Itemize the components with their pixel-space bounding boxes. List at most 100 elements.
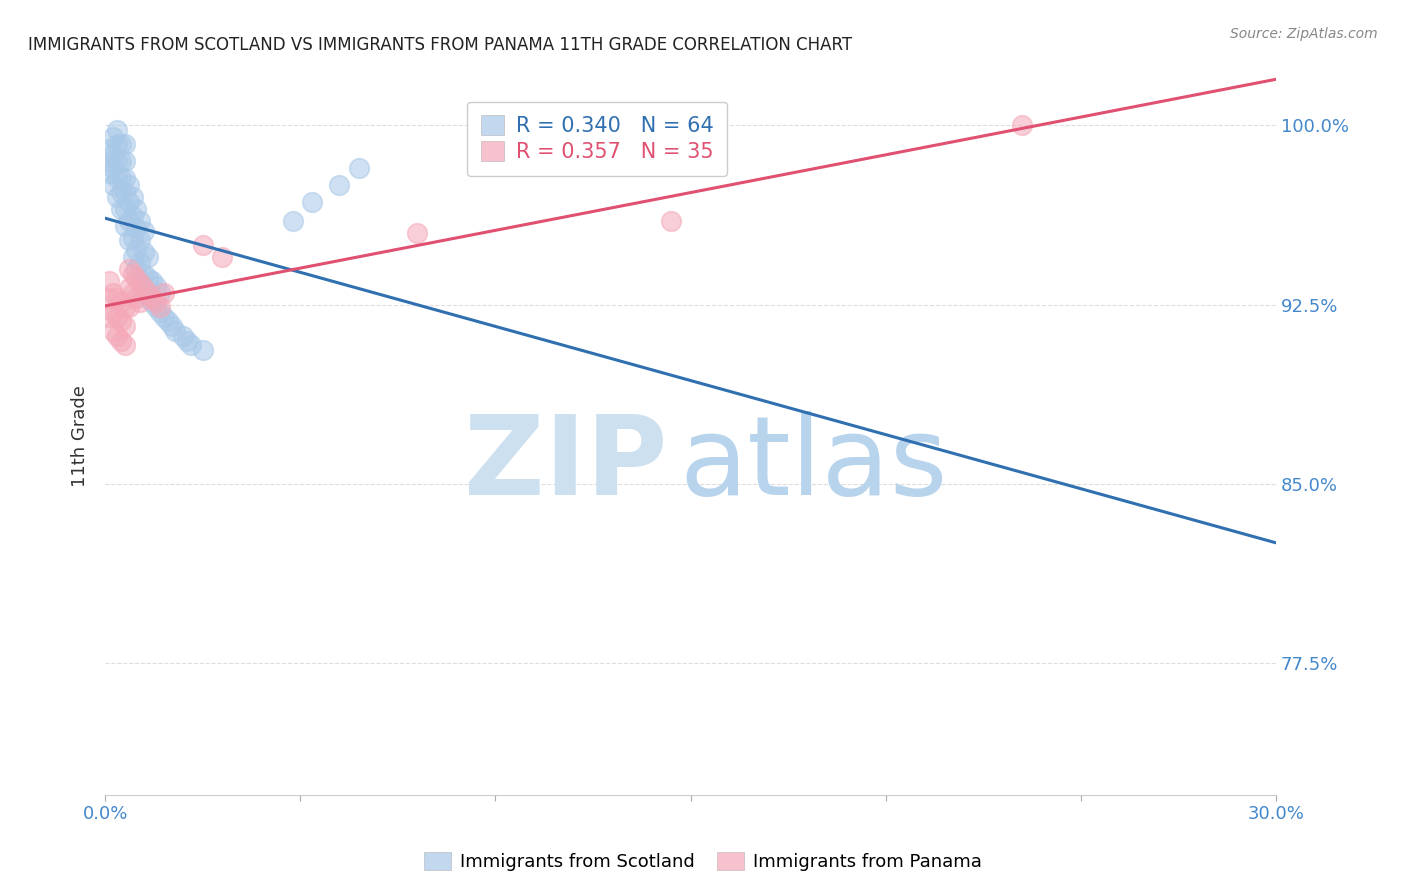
Point	[136, 285, 159, 300]
Point	[117, 178, 139, 192]
Point	[114, 170, 136, 185]
Point	[406, 226, 429, 240]
Point	[98, 310, 121, 324]
Point	[134, 267, 156, 281]
Point	[105, 154, 128, 169]
Point	[152, 310, 174, 324]
Point	[114, 300, 136, 314]
Point	[117, 194, 139, 209]
Point	[105, 310, 128, 324]
Point	[105, 328, 128, 343]
Point	[134, 281, 156, 295]
Point	[125, 243, 148, 257]
Point	[129, 214, 152, 228]
Point	[114, 202, 136, 216]
Point	[98, 274, 121, 288]
Point	[134, 285, 156, 300]
Point	[117, 300, 139, 314]
Point	[114, 137, 136, 152]
Point	[110, 202, 132, 216]
Point	[160, 319, 183, 334]
Point	[152, 285, 174, 300]
Point	[114, 319, 136, 334]
Text: IMMIGRANTS FROM SCOTLAND VS IMMIGRANTS FROM PANAMA 11TH GRADE CORRELATION CHART: IMMIGRANTS FROM SCOTLAND VS IMMIGRANTS F…	[28, 36, 852, 54]
Point	[117, 281, 139, 295]
Point	[134, 223, 156, 237]
Point	[110, 314, 132, 328]
Point	[121, 190, 143, 204]
Point	[105, 170, 128, 185]
Point	[129, 276, 152, 290]
Point	[165, 324, 187, 338]
Point	[347, 161, 370, 176]
Point	[125, 261, 148, 276]
Point	[121, 209, 143, 223]
Point	[105, 123, 128, 137]
Point	[121, 285, 143, 300]
Point	[110, 334, 132, 348]
Point	[136, 291, 159, 305]
Point	[149, 305, 172, 319]
Point	[110, 154, 132, 169]
Point	[129, 254, 152, 268]
Point	[1011, 118, 1033, 132]
Point	[125, 271, 148, 285]
Point	[101, 147, 124, 161]
Point	[129, 274, 152, 288]
Text: Source: ZipAtlas.com: Source: ZipAtlas.com	[1230, 27, 1378, 41]
Point	[141, 291, 163, 305]
Point	[110, 137, 132, 152]
Point	[176, 334, 198, 348]
Point	[141, 295, 163, 310]
Point	[211, 250, 233, 264]
Point	[101, 285, 124, 300]
Point	[114, 154, 136, 169]
Point	[136, 271, 159, 285]
Point	[101, 178, 124, 192]
Point	[110, 186, 132, 200]
Point	[145, 278, 167, 293]
Point	[114, 338, 136, 352]
Legend: R = 0.340   N = 64, R = 0.357   N = 35: R = 0.340 N = 64, R = 0.357 N = 35	[467, 102, 727, 176]
Point	[121, 267, 143, 281]
Point	[172, 328, 194, 343]
Point	[114, 186, 136, 200]
Point	[101, 324, 124, 338]
Text: atlas: atlas	[679, 411, 948, 518]
Point	[101, 130, 124, 145]
Point	[117, 233, 139, 247]
Point	[328, 178, 350, 192]
Point	[145, 300, 167, 314]
Point	[136, 250, 159, 264]
Point	[129, 295, 152, 310]
Point	[117, 214, 139, 228]
Point	[98, 291, 121, 305]
Point	[110, 295, 132, 310]
Point	[129, 233, 152, 247]
Point	[134, 245, 156, 260]
Point	[659, 214, 682, 228]
Point	[191, 238, 214, 252]
Point	[101, 161, 124, 176]
Point	[98, 154, 121, 169]
Point	[105, 137, 128, 152]
Point	[98, 166, 121, 180]
Point	[125, 291, 148, 305]
Point	[110, 170, 132, 185]
Point	[301, 194, 323, 209]
Point	[149, 285, 172, 300]
Point	[281, 214, 304, 228]
Point	[125, 221, 148, 235]
Point	[101, 305, 124, 319]
Point	[105, 190, 128, 204]
Legend: Immigrants from Scotland, Immigrants from Panama: Immigrants from Scotland, Immigrants fro…	[418, 845, 988, 879]
Point	[117, 261, 139, 276]
Point	[114, 219, 136, 233]
Point	[105, 291, 128, 305]
Point	[121, 230, 143, 244]
Y-axis label: 11th Grade: 11th Grade	[72, 385, 89, 487]
Point	[180, 338, 202, 352]
Point	[121, 250, 143, 264]
Point	[191, 343, 214, 358]
Point	[141, 274, 163, 288]
